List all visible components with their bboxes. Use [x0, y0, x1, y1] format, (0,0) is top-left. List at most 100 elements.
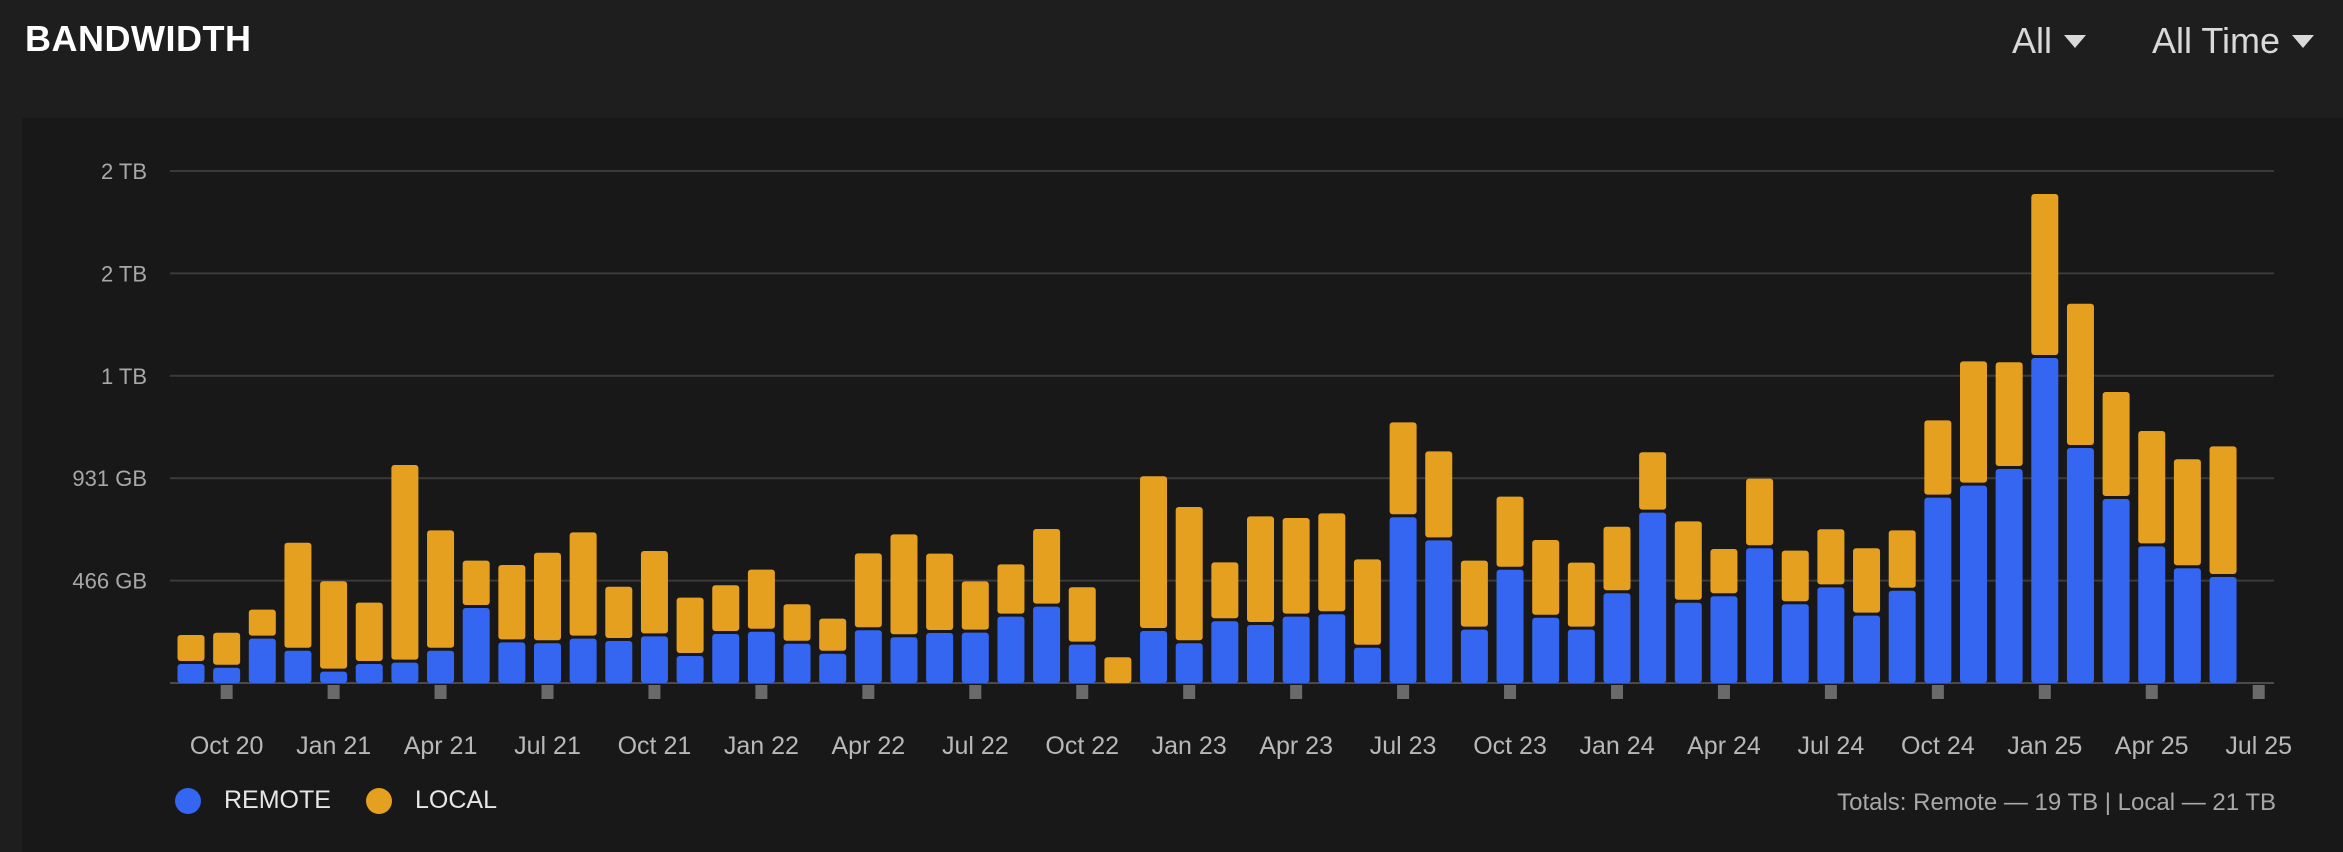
bar-remote: [1639, 512, 1667, 683]
bar-local: [1247, 516, 1274, 622]
bar-local: [676, 597, 704, 653]
bar-local: [1674, 521, 1702, 600]
bar-remote: [248, 638, 276, 683]
x-tick-label: Oct 24: [1901, 732, 1975, 760]
bar-local: [961, 581, 989, 630]
bar-remote: [961, 632, 989, 683]
x-tick-mark: [1717, 685, 1730, 699]
x-tick-mark: [755, 685, 768, 699]
bar-remote: [427, 650, 455, 683]
bar-local: [890, 534, 918, 635]
legend-item-local[interactable]: LOCAL: [366, 786, 497, 815]
bar-local: [213, 632, 241, 665]
bar-local: [355, 602, 383, 661]
bar-remote: [462, 608, 490, 683]
y-tick-label: 931 GB: [72, 466, 147, 491]
bar-remote: [640, 636, 668, 683]
bar-local: [462, 560, 490, 605]
bar-remote: [1817, 587, 1845, 683]
x-tick-label: Oct 23: [1473, 732, 1547, 760]
local-color-dot-icon: [366, 787, 392, 814]
bar-local: [2209, 446, 2237, 574]
bar-local: [2102, 392, 2130, 496]
y-tick-label: 2 TB: [101, 159, 147, 184]
bar-local: [712, 585, 740, 631]
totals-summary: Totals: Remote — 19 TB | Local — 21 TB: [1837, 789, 2276, 816]
bar-remote: [1960, 485, 1987, 683]
bar-remote: [1924, 497, 1952, 683]
x-tick-label: Jul 22: [942, 732, 1009, 760]
bar-remote: [1353, 647, 1381, 683]
bar-remote: [2209, 577, 2237, 683]
y-tick-label: 1 TB: [101, 364, 147, 389]
bar-remote: [1389, 517, 1417, 683]
bar-remote: [1140, 631, 1168, 683]
bar-remote: [1496, 569, 1524, 683]
x-tick-label: Apr 22: [832, 732, 906, 760]
bar-remote: [2102, 499, 2130, 683]
bar-local: [1425, 451, 1453, 538]
x-tick-mark: [1183, 685, 1196, 699]
x-tick-label: Jan 25: [2007, 732, 2082, 760]
x-tick-mark: [1076, 685, 1089, 699]
bar-remote: [1710, 596, 1738, 683]
bar-local: [1460, 560, 1488, 627]
x-tick-label: Jul 21: [514, 732, 581, 760]
bar-local: [1710, 549, 1738, 594]
x-tick-label: Oct 21: [618, 732, 692, 760]
bar-remote: [213, 667, 241, 683]
x-tick-label: Jul 24: [1798, 732, 1865, 760]
x-tick-label: Apr 25: [2115, 732, 2189, 760]
x-tick-label: Oct 22: [1045, 732, 1119, 760]
bar-remote: [1781, 604, 1809, 683]
x-tick-mark: [1611, 685, 1623, 699]
bar-local: [1960, 361, 1987, 483]
bar-local: [926, 553, 954, 630]
page-title: BANDWIDTH: [25, 18, 252, 59]
x-tick-mark: [1931, 685, 1944, 699]
x-tick-mark: [969, 685, 982, 699]
bar-local: [747, 569, 775, 629]
bar-remote: [676, 656, 704, 683]
bar-remote: [1175, 643, 1203, 683]
bar-local: [640, 551, 668, 634]
bar-remote: [926, 633, 954, 683]
time-range-dropdown[interactable]: All Time: [2152, 20, 2315, 62]
bar-remote: [1247, 625, 1274, 683]
bar-remote: [2066, 448, 2094, 683]
bar-remote: [1674, 602, 1702, 683]
bar-remote: [284, 650, 312, 683]
bar-local: [1853, 548, 1881, 613]
x-tick-mark: [648, 685, 661, 699]
bar-remote: [1318, 614, 1346, 683]
bar-local: [534, 552, 561, 641]
bar-local: [783, 604, 811, 641]
bar-local: [605, 586, 633, 638]
bar-local: [1175, 507, 1203, 641]
bar-remote: [1888, 590, 1916, 683]
bar-local: [1211, 562, 1239, 619]
legend-label-remote: REMOTE: [224, 786, 331, 814]
bar-local: [320, 581, 348, 669]
bar-remote: [177, 664, 205, 683]
bar-remote: [605, 641, 633, 683]
bar-local: [1995, 362, 2023, 466]
caret-down-icon: [2292, 34, 2315, 48]
bar-local: [1746, 478, 1774, 546]
y-tick-label: 466 GB: [72, 569, 147, 594]
x-tick-mark: [1824, 685, 1837, 699]
y-tick-label: 2 TB: [101, 261, 147, 286]
bar-remote: [1746, 548, 1774, 683]
bar-local: [1496, 496, 1524, 567]
time-range-dropdown-label: All Time: [2152, 20, 2281, 61]
bar-local: [1924, 420, 1952, 495]
bar-remote: [355, 664, 383, 683]
x-tick-label: Jan 23: [1152, 732, 1227, 760]
bar-remote: [783, 643, 811, 683]
x-tick-mark: [434, 685, 447, 699]
bar-local: [997, 564, 1025, 614]
bar-remote: [1068, 644, 1096, 683]
legend-item-remote[interactable]: REMOTE: [175, 786, 331, 815]
filter-dropdown[interactable]: All: [2012, 20, 2087, 62]
